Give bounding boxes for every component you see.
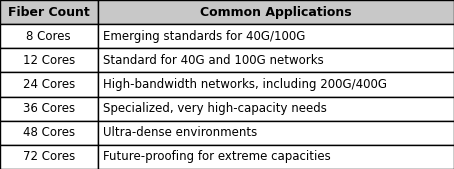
Text: 48 Cores: 48 Cores bbox=[23, 126, 75, 139]
Bar bbox=[98, 145, 454, 169]
Text: Future-proofing for extreme capacities: Future-proofing for extreme capacities bbox=[103, 150, 331, 163]
Bar bbox=[98, 0, 454, 24]
Bar bbox=[0, 145, 98, 169]
Bar bbox=[0, 121, 98, 145]
Text: 8 Cores: 8 Cores bbox=[26, 30, 71, 43]
Text: Fiber Count: Fiber Count bbox=[8, 6, 90, 19]
Text: 72 Cores: 72 Cores bbox=[23, 150, 75, 163]
Bar bbox=[98, 121, 454, 145]
Bar bbox=[0, 73, 98, 96]
Text: 36 Cores: 36 Cores bbox=[23, 102, 75, 115]
Text: Emerging standards for 40G/100G: Emerging standards for 40G/100G bbox=[103, 30, 305, 43]
Bar bbox=[0, 0, 98, 24]
Bar bbox=[0, 48, 98, 73]
Bar bbox=[98, 96, 454, 121]
Bar bbox=[0, 96, 98, 121]
Text: Common Applications: Common Applications bbox=[200, 6, 351, 19]
Text: Specialized, very high-capacity needs: Specialized, very high-capacity needs bbox=[103, 102, 326, 115]
Bar bbox=[98, 24, 454, 48]
Text: Standard for 40G and 100G networks: Standard for 40G and 100G networks bbox=[103, 54, 323, 67]
Bar bbox=[98, 73, 454, 96]
Text: High-bandwidth networks, including 200G/400G: High-bandwidth networks, including 200G/… bbox=[103, 78, 387, 91]
Bar bbox=[0, 24, 98, 48]
Text: Ultra-dense environments: Ultra-dense environments bbox=[103, 126, 257, 139]
Text: 24 Cores: 24 Cores bbox=[23, 78, 75, 91]
Bar bbox=[98, 48, 454, 73]
Text: 12 Cores: 12 Cores bbox=[23, 54, 75, 67]
